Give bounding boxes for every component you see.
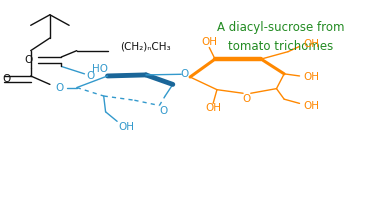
Text: O: O (2, 74, 10, 84)
Text: O: O (180, 69, 189, 79)
Text: OH: OH (119, 122, 135, 132)
Text: OH: OH (205, 103, 221, 113)
Text: (CH₂)ₙCH₃: (CH₂)ₙCH₃ (121, 42, 171, 52)
Text: OH: OH (201, 37, 217, 47)
Text: O: O (55, 83, 64, 93)
Text: O: O (243, 94, 251, 104)
Text: OH: OH (304, 39, 320, 49)
Text: HO: HO (92, 64, 108, 74)
Text: O: O (86, 71, 94, 81)
Text: OH: OH (304, 100, 320, 111)
Text: O: O (25, 55, 33, 65)
Text: OH: OH (304, 72, 320, 82)
Text: O: O (160, 106, 168, 116)
Text: A diacyl-sucrose from
tomato trichomes: A diacyl-sucrose from tomato trichomes (217, 21, 344, 53)
